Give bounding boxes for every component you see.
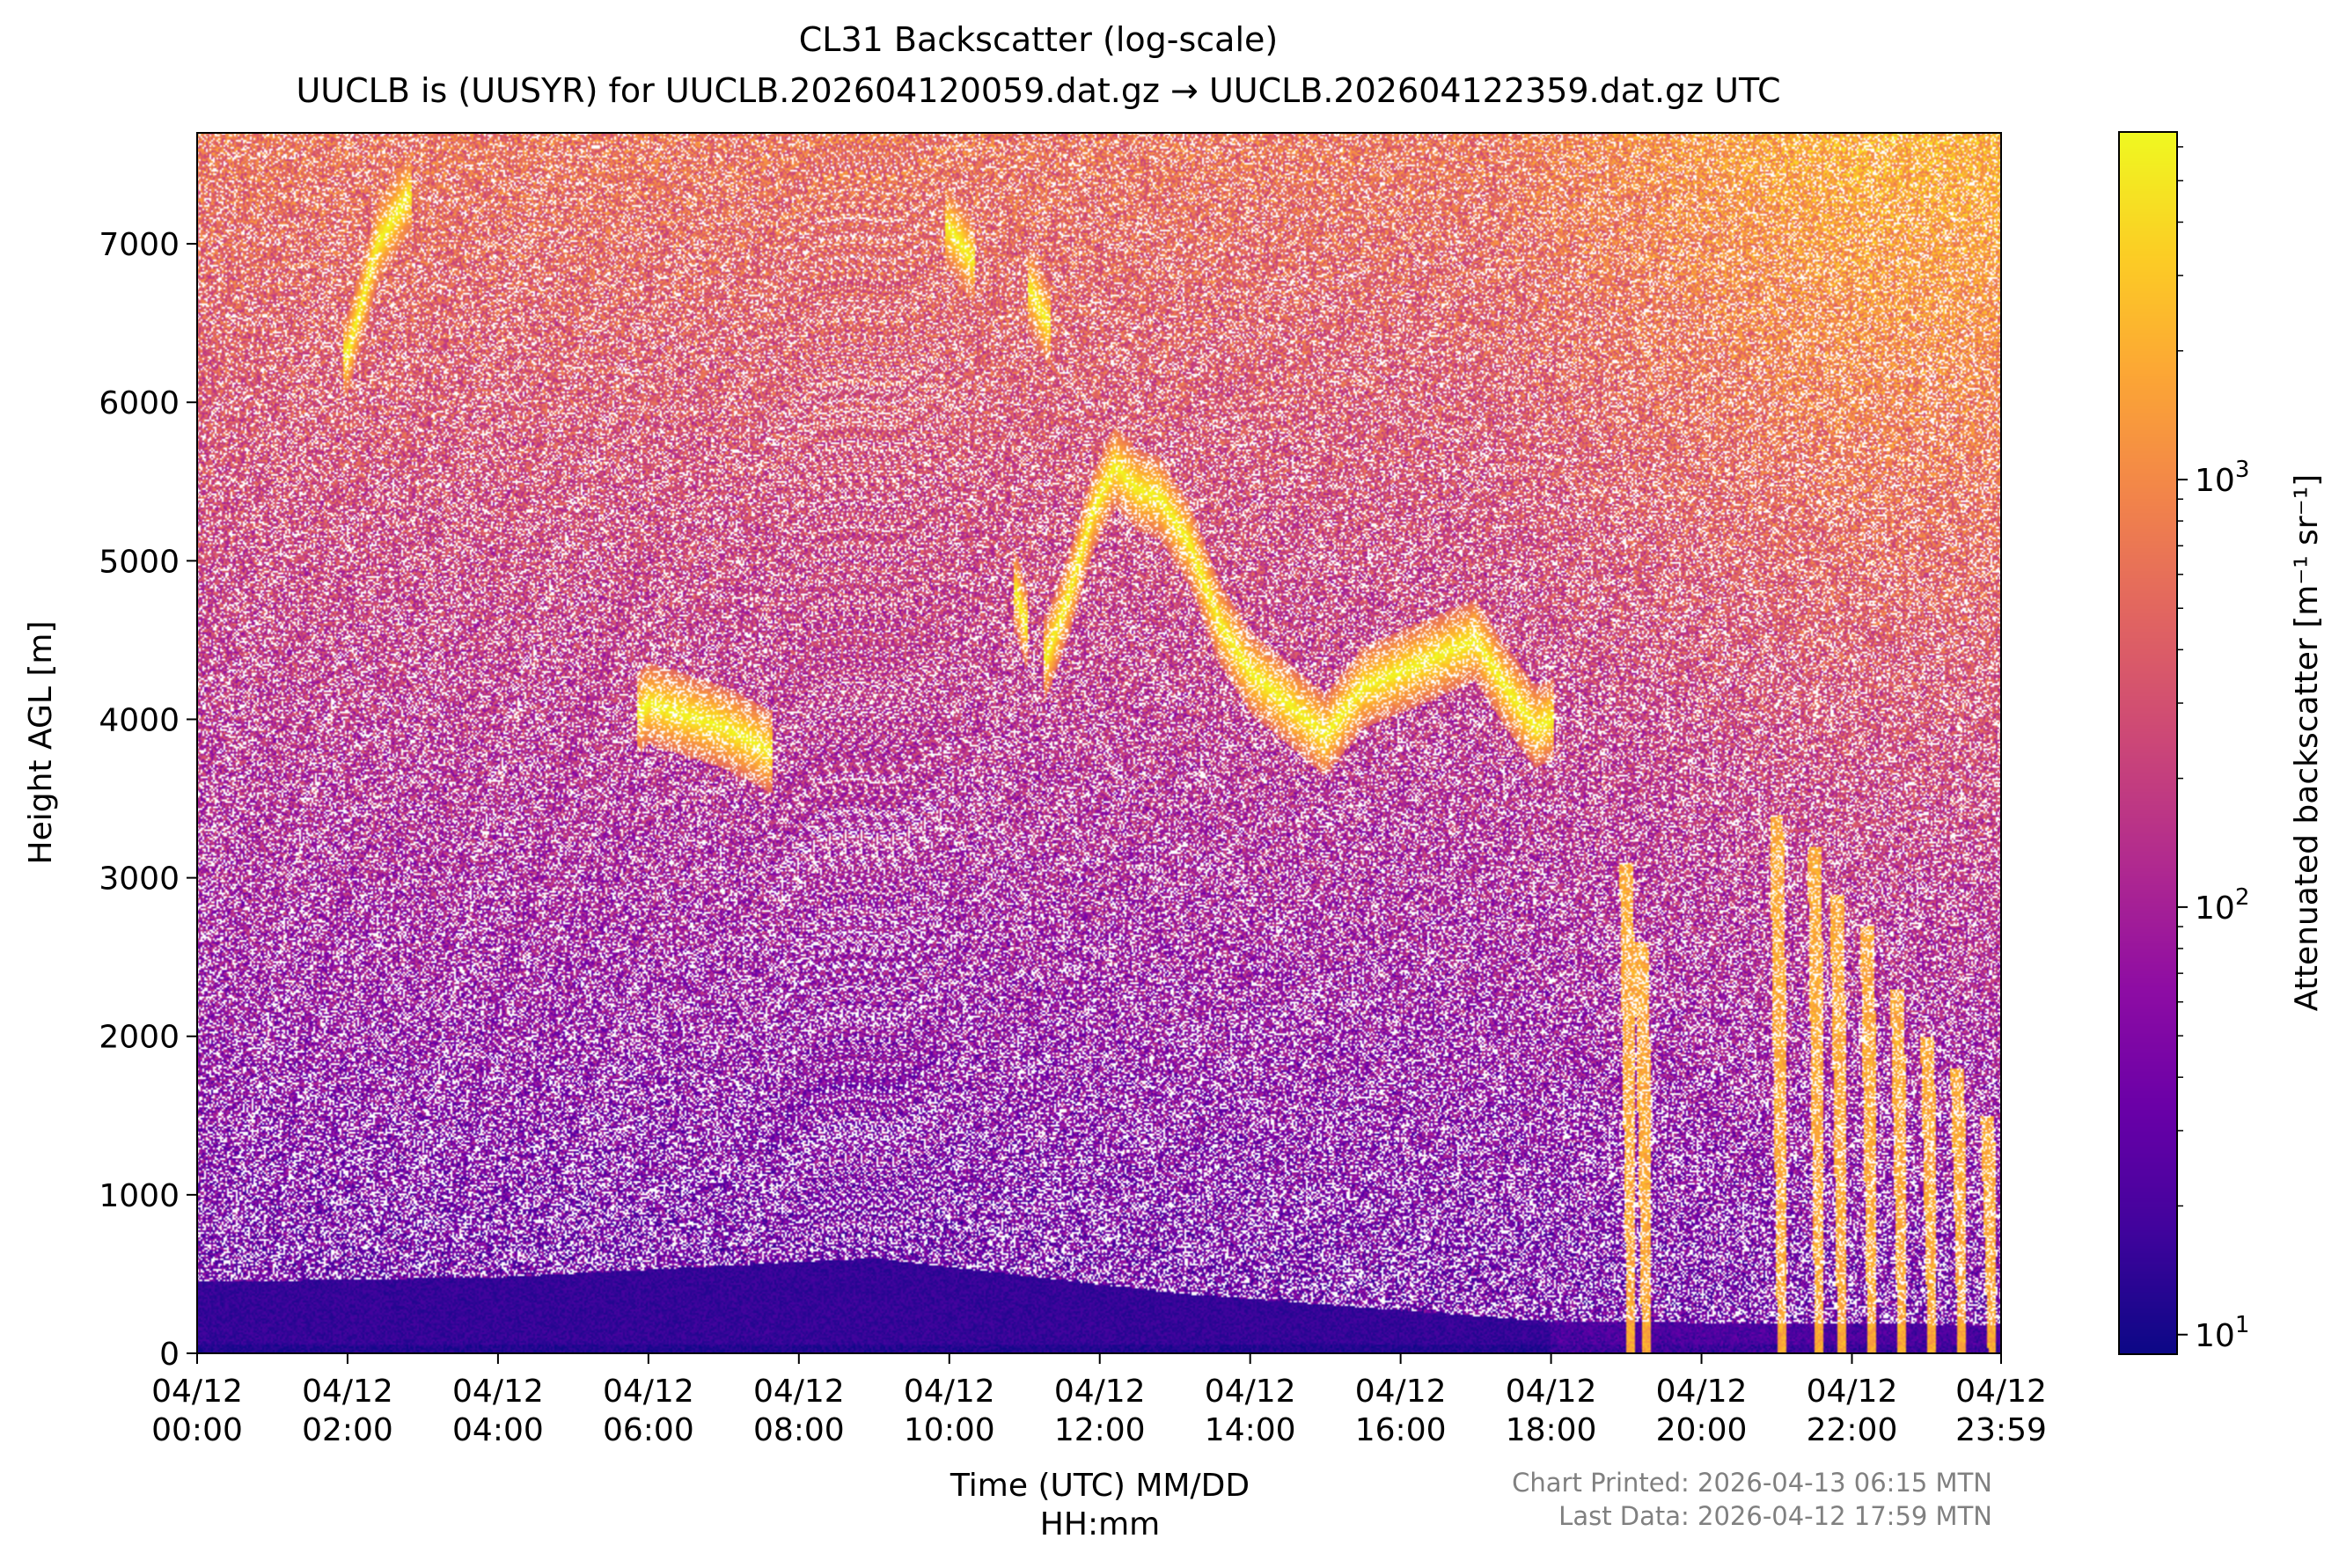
y-tick-label: 7000	[99, 227, 180, 263]
x-tick-label-time: 06:00	[603, 1412, 694, 1448]
chart-printed-note: Chart Printed: 2026-04-13 06:15 MTN	[1512, 1468, 1992, 1498]
y-tick-label: 1000	[99, 1178, 180, 1214]
x-tick-label-time: 08:00	[753, 1412, 845, 1448]
x-tick-label-date: 04/12	[1955, 1374, 2047, 1410]
x-tick-label-time: 00:00	[151, 1412, 243, 1448]
y-tick-label: 4000	[99, 702, 180, 738]
x-tick-label-time: 23:59	[1955, 1412, 2047, 1448]
last-data-note: Last Data: 2026-04-12 17:59 MTN	[1558, 1501, 1992, 1531]
x-tick-label-date: 04/12	[904, 1374, 995, 1410]
colorbar-gradient	[2119, 132, 2177, 1354]
x-tick-label-time: 16:00	[1355, 1412, 1447, 1448]
colorbar-tick-exp: 2	[2235, 884, 2250, 911]
colorbar-frame	[2118, 131, 2178, 1355]
x-axis-label-line1: Time (UTC) MM/DD	[950, 1468, 1250, 1504]
x-tick-label-date: 04/12	[603, 1374, 694, 1410]
x-tick-label-date: 04/12	[151, 1374, 243, 1410]
y-tick-label: 6000	[99, 385, 180, 421]
backscatter-heatmap	[197, 133, 2001, 1353]
x-tick-label-time: 10:00	[904, 1412, 995, 1448]
x-tick-label-date: 04/12	[452, 1374, 544, 1410]
x-tick-label-time: 04:00	[452, 1412, 544, 1448]
x-tick-label-time: 22:00	[1807, 1412, 1898, 1448]
x-axis-label-line2: HH:mm	[1039, 1506, 1161, 1542]
colorbar-tick-base: 10	[2195, 890, 2235, 927]
x-axis-ticks: 04/1200:0004/1202:0004/1204:0004/1206:00…	[151, 1353, 2047, 1448]
x-tick-label-time: 12:00	[1054, 1412, 1146, 1448]
colorbar-tick-base: 10	[2195, 463, 2235, 499]
y-axis-label: Height AGL [m]	[23, 621, 59, 865]
colorbar-tick-exp: 3	[2235, 457, 2250, 483]
colorbar-tick-base: 10	[2195, 1318, 2235, 1354]
colorbar-label: Attenuated backscatter [m⁻¹ sr⁻¹]	[2289, 474, 2325, 1011]
colorbar-tick-label: 101	[2195, 1312, 2249, 1354]
x-tick-label-date: 04/12	[1506, 1374, 1597, 1410]
y-tick-label: 3000	[99, 861, 180, 898]
x-tick-label-date: 04/12	[1807, 1374, 1898, 1410]
x-tick-label-date: 04/12	[1656, 1374, 1748, 1410]
chart-title: CL31 Backscatter (log-scale)	[798, 20, 1279, 59]
y-tick-label: 2000	[99, 1020, 180, 1056]
x-tick-label-time: 14:00	[1205, 1412, 1296, 1448]
y-axis-ticks: 0 1000 2000 3000 4000 5000 6000 7000	[99, 227, 197, 1373]
colorbar-tick-exp: 1	[2235, 1312, 2250, 1338]
plot-frame	[196, 132, 2002, 1354]
x-tick-label-time: 02:00	[302, 1412, 393, 1448]
colorbar-label-text: Attenuated backscatter [m⁻¹ sr⁻¹]	[2289, 474, 2325, 1011]
x-tick-label-time: 18:00	[1506, 1412, 1597, 1448]
x-tick-label-date: 04/12	[302, 1374, 393, 1410]
x-tick-label-date: 04/12	[1205, 1374, 1296, 1410]
y-tick-label: 5000	[99, 544, 180, 580]
x-tick-label-date: 04/12	[1054, 1374, 1146, 1410]
colorbar-tick-label: 102	[2195, 884, 2249, 927]
x-tick-label-date: 04/12	[753, 1374, 845, 1410]
x-tick-label-time: 20:00	[1656, 1412, 1748, 1448]
x-tick-label-date: 04/12	[1355, 1374, 1447, 1410]
y-tick-label: 0	[159, 1337, 180, 1373]
colorbar-tick-label: 103	[2195, 457, 2249, 499]
chart-subtitle: UUCLB is (UUSYR) for UUCLB.202604120059.…	[296, 71, 1781, 110]
